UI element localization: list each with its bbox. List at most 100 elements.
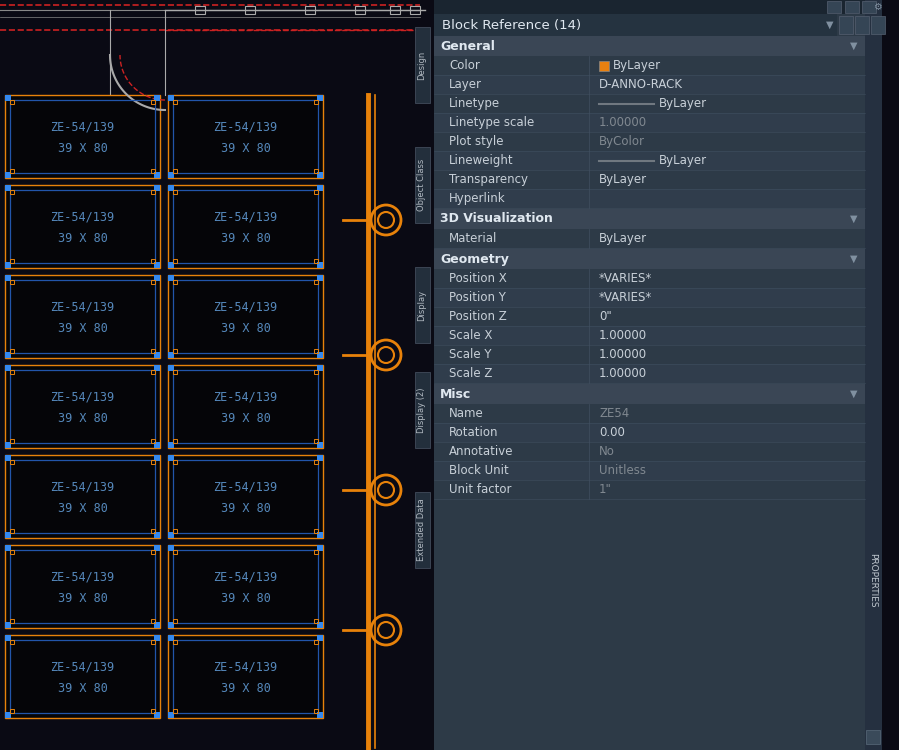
Bar [10,619,14,623]
Bar [434,364,865,383]
Bar [314,640,318,644]
Bar [434,113,865,132]
Text: Rotation: Rotation [449,426,499,439]
Bar [827,1,841,13]
Bar [434,326,865,345]
Bar [168,622,174,628]
Bar [168,455,174,461]
Bar [314,370,318,374]
Bar [317,635,323,641]
Text: ZE-54/139: ZE-54/139 [50,660,114,673]
Bar [10,349,14,353]
Bar [10,439,14,443]
Bar [151,640,155,644]
Bar [168,532,174,538]
Text: Extended Data: Extended Data [417,499,426,561]
Text: ZE-54/139: ZE-54/139 [213,210,278,223]
Bar [168,545,323,628]
Bar [415,267,430,343]
Bar [5,185,160,268]
Text: ▼: ▼ [850,214,858,224]
Bar [317,352,323,358]
Text: 39 X 80: 39 X 80 [58,412,108,425]
Bar [168,365,323,448]
Text: Hyperlink: Hyperlink [449,192,505,205]
Text: ZE-54/139: ZE-54/139 [213,390,278,403]
Bar [317,365,323,371]
Bar [314,100,318,104]
Bar [173,640,177,644]
Bar [10,550,14,554]
Bar [173,640,318,713]
Bar [173,550,177,554]
Text: Annotative: Annotative [449,445,513,458]
Bar [434,461,865,480]
Bar [5,365,160,448]
Bar [10,460,155,533]
Bar [5,185,11,191]
Bar [154,622,160,628]
Bar [434,75,865,94]
Text: Position Y: Position Y [449,291,506,304]
Text: Scale Y: Scale Y [449,348,492,361]
Text: ZE-54/139: ZE-54/139 [213,120,278,133]
Bar [173,280,318,353]
Bar [434,423,865,442]
Bar [415,492,430,568]
Text: 39 X 80: 39 X 80 [220,142,271,155]
Text: ByLayer: ByLayer [613,59,661,72]
Bar [5,95,11,101]
Text: ZE-54/139: ZE-54/139 [50,120,114,133]
Text: ZE54: ZE54 [599,407,629,420]
Bar [317,95,323,101]
Bar [5,532,11,538]
Bar [10,280,155,353]
Bar [434,0,882,14]
Bar [5,545,11,551]
Text: PROPERTIES: PROPERTIES [868,553,877,608]
Bar [168,455,323,538]
Bar [317,172,323,178]
Bar [10,709,14,713]
Text: Name: Name [449,407,484,420]
Bar [168,95,174,101]
Text: *VARIES*: *VARIES* [599,272,653,285]
Text: Linetype scale: Linetype scale [449,116,534,129]
Bar [151,370,155,374]
Text: 39 X 80: 39 X 80 [220,232,271,245]
Bar [5,635,11,641]
Bar [865,0,882,750]
Bar [10,169,14,173]
Bar [434,307,865,326]
Text: Design: Design [417,50,426,80]
Text: Display: Display [417,290,426,320]
Text: 0.00: 0.00 [599,426,625,439]
Bar [168,95,323,178]
Bar [314,190,318,194]
Bar [410,6,420,14]
Bar [5,712,11,718]
Bar [151,280,155,284]
Text: ✕: ✕ [869,2,878,12]
Bar [866,730,880,744]
Text: Transparency: Transparency [449,173,528,186]
Bar [5,262,11,268]
Bar [151,529,155,533]
Bar [154,185,160,191]
Text: ▼: ▼ [850,254,858,264]
Bar [151,259,155,263]
Text: ZE-54/139: ZE-54/139 [213,480,278,493]
Text: Unitless: Unitless [599,464,646,477]
Text: Display (2): Display (2) [417,387,426,433]
Bar [317,455,323,461]
Bar [10,100,155,173]
Text: ZE-54/139: ZE-54/139 [50,570,114,583]
Bar [10,259,14,263]
Text: Block Reference (14): Block Reference (14) [442,19,581,32]
Text: 1": 1" [599,483,612,496]
Bar [173,460,177,464]
Text: ▼: ▼ [826,20,833,30]
Text: ZE-54/139: ZE-54/139 [50,210,114,223]
Bar [173,619,177,623]
Text: Unit factor: Unit factor [449,483,512,496]
